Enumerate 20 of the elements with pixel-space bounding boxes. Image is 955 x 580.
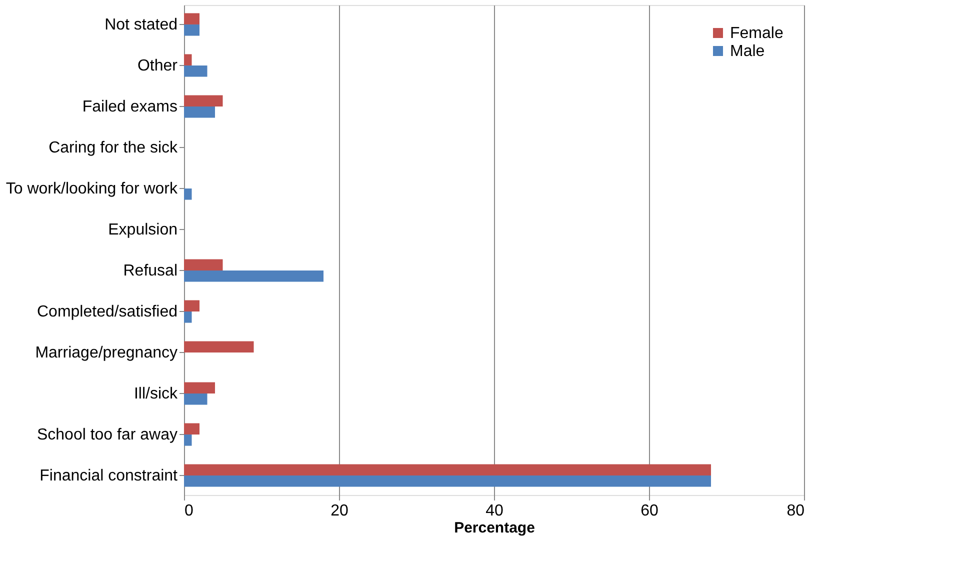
y-tick-label: Caring for the sick <box>48 139 178 156</box>
legend-label: Male <box>730 43 765 60</box>
x-tick-label: 0 <box>184 502 194 520</box>
y-tick-label: Not stated <box>104 16 178 34</box>
y-tick-label: Other <box>137 57 178 74</box>
x-tick-label: 60 <box>640 502 658 520</box>
y-tick-label: Financial constraint <box>40 468 178 485</box>
x-tick-label: 40 <box>486 502 504 520</box>
x-tick-label: 20 <box>330 502 348 520</box>
y-tick-label: Marriage/pregnancy <box>35 344 178 362</box>
y-tick-label: School too far away <box>36 426 178 444</box>
y-tick-label: Failed exams <box>82 98 178 116</box>
y-tick-label: Completed/satisfied <box>36 304 178 321</box>
y-tick-label: Expulsion <box>108 222 178 238</box>
y-tick-label: Refusal <box>123 262 178 280</box>
x-axis-title: Percentage <box>454 520 535 536</box>
legend-label: Female <box>730 25 784 42</box>
x-tick-label: 80 <box>786 502 805 520</box>
y-tick-label: To work/looking for work <box>6 180 178 198</box>
y-tick-label: Ill/sick <box>134 386 178 403</box>
